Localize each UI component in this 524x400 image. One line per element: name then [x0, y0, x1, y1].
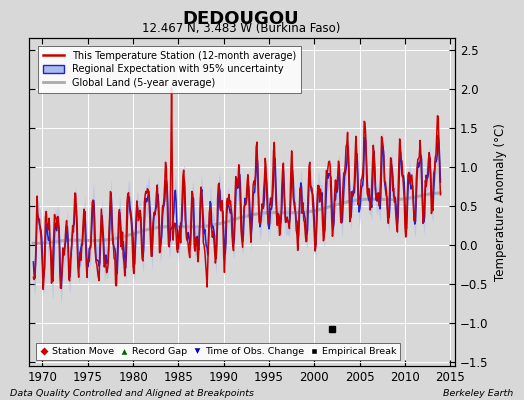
Y-axis label: Temperature Anomaly (°C): Temperature Anomaly (°C) — [494, 123, 507, 281]
Text: Berkeley Earth: Berkeley Earth — [443, 389, 514, 398]
Text: Data Quality Controlled and Aligned at Breakpoints: Data Quality Controlled and Aligned at B… — [10, 389, 255, 398]
Text: 12.467 N, 3.483 W (Burkina Faso): 12.467 N, 3.483 W (Burkina Faso) — [142, 22, 340, 35]
Text: DEDOUGOU: DEDOUGOU — [183, 10, 299, 28]
Legend: Station Move, Record Gap, Time of Obs. Change, Empirical Break: Station Move, Record Gap, Time of Obs. C… — [36, 343, 400, 360]
